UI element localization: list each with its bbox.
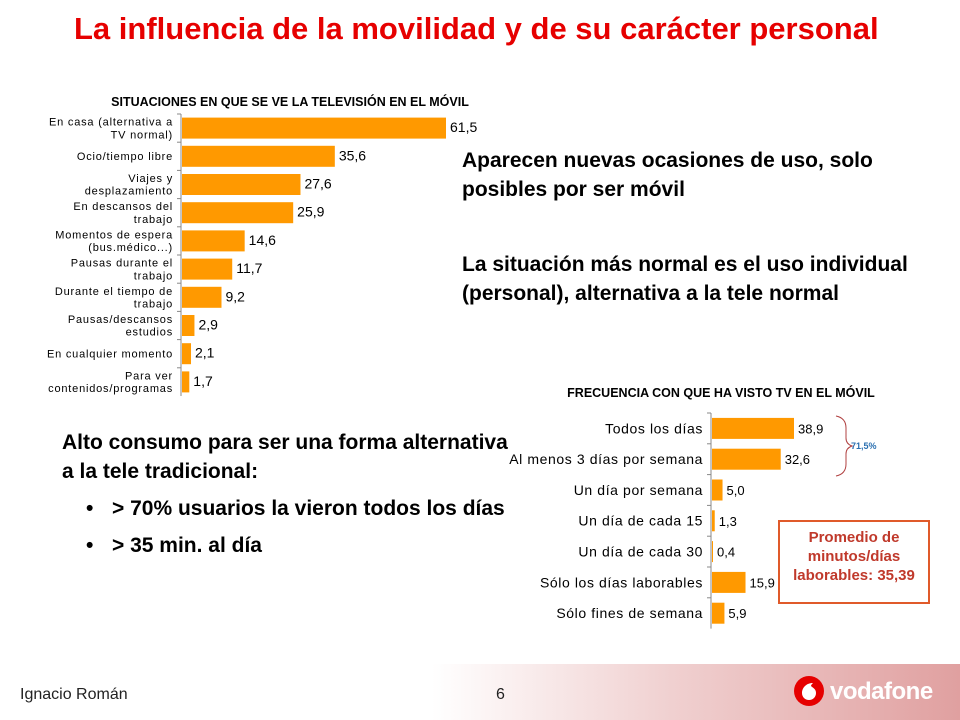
data-label: 14,6 xyxy=(249,232,276,248)
bar xyxy=(182,202,294,224)
text-new-occasions: Aparecen nuevas ocasiones de uso, solo p… xyxy=(462,149,873,201)
category-label: Sólo fines de semana xyxy=(556,605,703,621)
data-label: 9,2 xyxy=(225,288,245,304)
chart1-title: SITUACIONES EN QUE SE VE LA TELEVISIÓN E… xyxy=(111,95,469,109)
consumption-block: Alto consumo para ser una forma alternat… xyxy=(62,428,512,568)
category-label: Un día de cada 15 xyxy=(578,513,703,529)
category-label: TV normal) xyxy=(111,129,173,141)
category-label: trabajo xyxy=(134,214,173,226)
logo-text: vodafone xyxy=(830,678,933,705)
data-label: 1,3 xyxy=(719,514,737,529)
data-label: 32,6 xyxy=(785,452,810,467)
list-item: • > 35 min. al día xyxy=(62,531,512,560)
category-label: Pausas durante el xyxy=(71,258,173,270)
text-normal-situation: La situación más normal es el uso indivi… xyxy=(462,253,908,305)
category-label: Al menos 3 días por semana xyxy=(509,451,703,467)
page-number: 6 xyxy=(496,686,505,703)
data-label: 11,7 xyxy=(236,260,262,276)
category-label: desplazamiento xyxy=(85,186,173,198)
data-label: 27,6 xyxy=(304,175,331,191)
bar xyxy=(182,117,446,139)
bar xyxy=(182,145,335,167)
category-label: Viajes y xyxy=(128,173,173,185)
bar xyxy=(712,448,781,470)
category-label: contenidos/programas xyxy=(48,383,173,395)
footer-author: Ignacio Román xyxy=(20,686,128,703)
data-label: 1,7 xyxy=(193,373,213,389)
data-label: 2,9 xyxy=(198,316,218,332)
bar xyxy=(712,510,715,532)
consumption-list: • > 70% usuarios la vieron todos los día… xyxy=(62,494,512,560)
bar xyxy=(182,371,190,393)
bar xyxy=(712,602,725,624)
bullet-dot: • xyxy=(86,497,94,520)
bullet-text: > 70% usuarios la vieron todos los días xyxy=(112,497,505,520)
bar xyxy=(712,541,713,563)
category-label: Pausas/descansos xyxy=(68,314,173,326)
bar xyxy=(182,230,245,252)
chart2-title: FRECUENCIA CON QUE HA VISTO TV EN EL MÓV… xyxy=(567,386,875,400)
category-label: Momentos de espera xyxy=(55,229,173,241)
data-label: 38,9 xyxy=(798,421,823,436)
bar xyxy=(182,258,233,280)
category-label: Un día por semana xyxy=(574,482,703,498)
category-label: estudios xyxy=(126,327,173,339)
bar xyxy=(712,417,794,439)
category-label: trabajo xyxy=(134,298,173,310)
data-label: 25,9 xyxy=(297,204,324,220)
bar xyxy=(182,315,195,336)
category-label: (bus.médico...) xyxy=(88,242,173,254)
data-label: 61,5 xyxy=(450,119,477,135)
promo-box: Promedio de minutos/días laborables: 35,… xyxy=(778,520,930,604)
bullet-dot: • xyxy=(86,534,94,557)
bullet-text: > 35 min. al día xyxy=(112,534,262,557)
vodafone-logo-icon xyxy=(794,676,824,706)
data-label: 15,9 xyxy=(750,575,775,590)
consumption-heading: Alto consumo para ser una forma alternat… xyxy=(62,431,508,483)
category-label: Para ver xyxy=(125,370,173,382)
category-label: Un día de cada 30 xyxy=(578,544,703,560)
category-label: trabajo xyxy=(134,270,173,282)
category-label: Ocio/tiempo libre xyxy=(77,151,173,163)
data-label: 5,9 xyxy=(728,606,746,621)
data-label: 5,0 xyxy=(727,483,745,498)
bar xyxy=(182,174,301,195)
category-label: Todos los días xyxy=(605,420,703,436)
page-title: La influencia de la movilidad y de su ca… xyxy=(74,11,879,46)
brace-label: 71,5% xyxy=(851,441,877,451)
data-label: 2,1 xyxy=(195,345,215,361)
category-label: En descansos del xyxy=(73,201,173,213)
bar xyxy=(712,479,723,501)
data-label: 35,6 xyxy=(339,147,366,163)
chart-frecuencia: 38,9 Todos los días 32,6 Al menos 3 días po… xyxy=(509,412,823,629)
bar xyxy=(712,571,746,593)
bar xyxy=(182,286,222,308)
bar xyxy=(182,343,192,365)
category-label: Durante el tiempo de xyxy=(55,286,173,298)
chart-situaciones: 61,5 En casa (alternativa aTV normal) 35,6… xyxy=(47,113,477,396)
list-item: • > 70% usuarios la vieron todos los día… xyxy=(62,494,512,523)
category-label: En casa (alternativa a xyxy=(49,117,173,129)
category-label: Sólo los días laborables xyxy=(540,574,703,590)
data-label: 0,4 xyxy=(717,545,735,560)
category-label: En cualquier momento xyxy=(47,349,173,361)
